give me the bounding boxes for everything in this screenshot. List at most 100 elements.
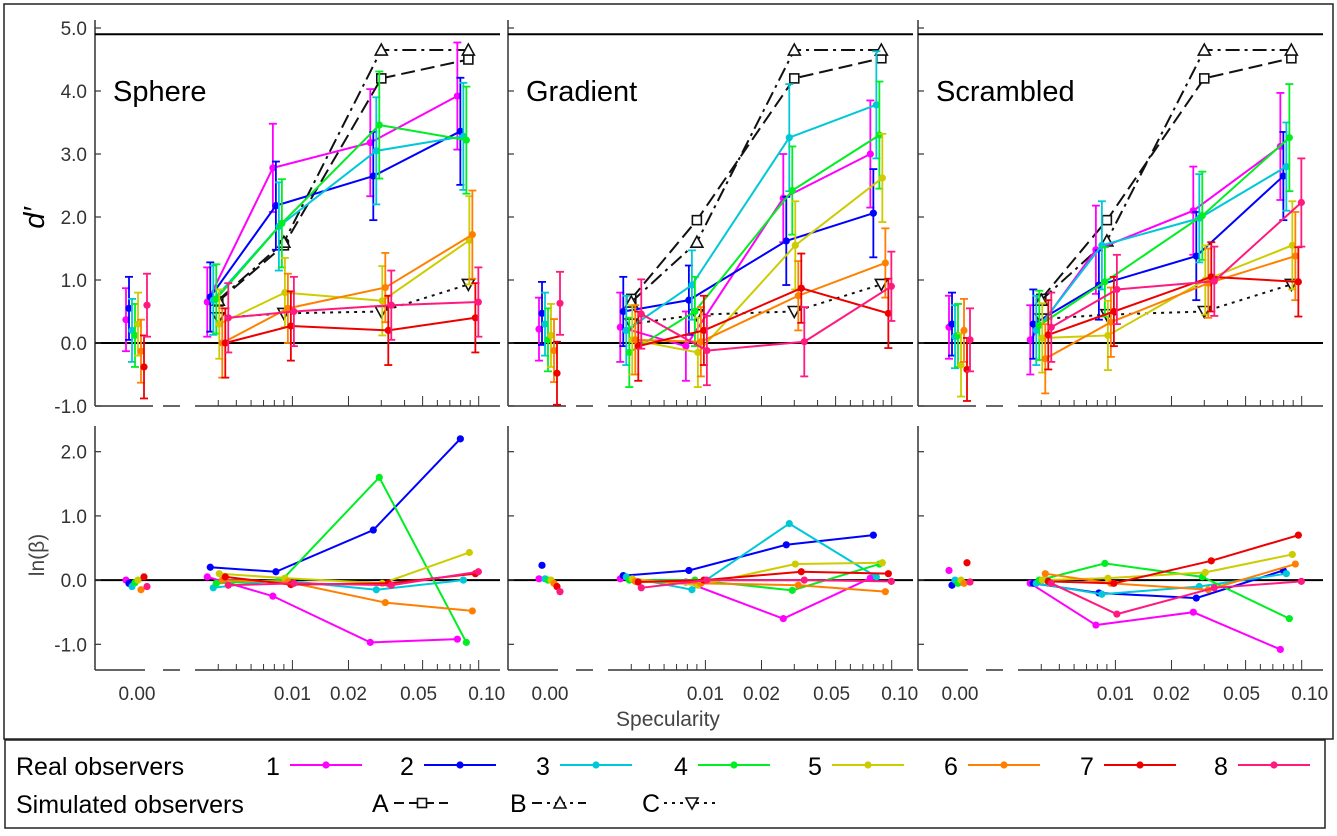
- sim-line-C: [1041, 283, 1292, 321]
- x-tick-label: 0.10: [468, 684, 505, 705]
- legend-real-label-1: 1: [266, 753, 280, 781]
- x-tick-label: 0.10: [881, 684, 918, 705]
- lnbeta-point-obs-3: [785, 520, 793, 528]
- dprime-line-obs-5: [632, 177, 883, 354]
- panel-gradient: 0.00 0.01 0.02 0.05 0.10 Gradient: [507, 20, 918, 705]
- lnbeta-point-obs-4: [375, 473, 383, 481]
- x-tick-label: 0.05: [1223, 684, 1260, 705]
- sim-marker-C: [210, 311, 226, 326]
- dprime-point-obs-3: [688, 281, 696, 289]
- lnbeta-point-obs-8: [800, 576, 808, 584]
- lnbeta-point-obs-1: [535, 575, 543, 583]
- sim-line-A: [630, 57, 882, 300]
- lnbeta-point-obs-4: [212, 579, 220, 587]
- lnbeta-point-obs-7: [634, 578, 642, 586]
- dprime-point-obs-8: [966, 336, 974, 344]
- y-tick-label-top: 1.0: [61, 271, 87, 292]
- y-axis-label-top: d′: [19, 206, 51, 229]
- dprime-point-obs-5: [1038, 334, 1046, 342]
- dprime-point-obs-4: [1035, 321, 1043, 329]
- legend-real-marker-1: [322, 761, 330, 769]
- lnbeta-point-obs-4: [1285, 615, 1293, 623]
- y-tick-label-top: 5.0: [61, 19, 87, 40]
- dprime-point-obs-7: [287, 322, 295, 330]
- lnbeta-point-obs-4: [462, 638, 470, 646]
- sim-marker-A: [463, 54, 474, 65]
- dprime-point-obs-6: [381, 283, 389, 292]
- dprime-point-obs-8: [887, 282, 895, 290]
- dprime-point-obs-1: [453, 92, 461, 100]
- lnbeta-point-obs-5: [791, 560, 799, 568]
- dprime-line-obs-7: [1047, 275, 1299, 336]
- panel-scrambled: 0.00 0.01 0.02 0.05 0.10 Scrambled: [917, 20, 1328, 705]
- lnbeta-point-obs-3: [372, 586, 380, 594]
- x-tick-label: 0.00: [532, 684, 569, 705]
- dprime-line-obs-4: [628, 134, 880, 354]
- dprime-line-obs-5: [1042, 244, 1293, 339]
- legend-real-marker-3: [592, 761, 600, 769]
- dprime-point-obs-6: [631, 336, 639, 344]
- lnbeta-point-obs-1: [1092, 621, 1100, 629]
- dprime-point-obs-1: [682, 342, 690, 350]
- dprime-point-obs-8: [387, 301, 395, 309]
- lnbeta-point-obs-8: [887, 577, 895, 585]
- y-tick-label-top: 3.0: [61, 145, 87, 166]
- lnbeta-point-obs-2: [206, 563, 214, 571]
- legend-sim-label-A: A: [372, 790, 389, 818]
- lnbeta-point-obs-3: [459, 576, 467, 584]
- dprime-point-obs-2: [1192, 252, 1200, 260]
- lnbeta-point-obs-7: [1110, 579, 1118, 587]
- dprime-point-obs-8: [800, 338, 808, 346]
- lnbeta-point-obs-1: [1276, 645, 1284, 654]
- legend-sim-marker-A: [416, 797, 428, 809]
- lnbeta-point-obs-7: [884, 570, 892, 578]
- dprime-line-obs-2: [1032, 175, 1285, 325]
- dprime-point-obs-1: [269, 164, 277, 172]
- dprime-point-obs-2: [125, 304, 133, 312]
- dprime-point-obs-7: [1044, 331, 1052, 339]
- dprime-line-obs-1: [1029, 145, 1281, 341]
- lnbeta-line-obs-8: [1050, 580, 1302, 616]
- legend-box: [4, 739, 1326, 829]
- lnbeta-point-obs-2: [272, 568, 280, 576]
- lnbeta-point-obs-8: [1210, 584, 1218, 592]
- dprime-point-obs-6: [137, 347, 145, 355]
- sim-marker-B: [461, 42, 476, 56]
- dprime-point-obs-2: [948, 320, 956, 328]
- dprime-line-obs-1: [206, 95, 458, 303]
- dprime-line-obs-8: [228, 301, 479, 319]
- dprime-point-obs-5: [878, 174, 886, 182]
- sim-marker-A: [788, 73, 800, 84]
- lnbeta-point-obs-8: [474, 568, 482, 576]
- lnbeta-point-obs-8: [556, 588, 564, 596]
- x-tick-label: 0.00: [942, 684, 979, 705]
- sim-marker-C: [786, 305, 802, 320]
- lnbeta-point-obs-8: [290, 579, 298, 587]
- lnbeta-point-obs-2: [1192, 594, 1200, 602]
- dprime-point-obs-4: [131, 331, 139, 340]
- dprime-line-obs-7: [225, 316, 476, 344]
- lnbeta-point-obs-3: [1282, 570, 1290, 578]
- legend-sim-marker-B: [552, 795, 568, 809]
- lnbeta-point-obs-8: [224, 581, 232, 589]
- x-tick-label: 0.02: [743, 684, 780, 705]
- lnbeta-line-obs-1: [206, 575, 458, 644]
- dprime-point-obs-2: [619, 307, 627, 316]
- dprime-point-obs-5: [1104, 331, 1112, 340]
- lnbeta-point-obs-5: [465, 548, 473, 557]
- legend-real-label-8: 8: [1214, 753, 1228, 781]
- lnbeta-point-obs-7: [140, 573, 148, 581]
- lnbeta-point-obs-6: [881, 588, 889, 596]
- y-tick-label-top: 4.0: [61, 82, 87, 103]
- dprime-point-obs-4: [1285, 134, 1293, 142]
- sim-marker-B: [1196, 42, 1212, 56]
- lnbeta-line-obs-8: [641, 579, 892, 589]
- lnbeta-point-obs-5: [878, 559, 886, 567]
- dprime-point-obs-1: [1026, 336, 1034, 344]
- dprime-point-obs-2: [869, 209, 877, 217]
- dprime-point-obs-4: [625, 348, 633, 357]
- panel-title: Gradient: [526, 76, 637, 108]
- lnbeta-point-obs-8: [637, 584, 645, 592]
- lnbeta-point-obs-8: [1297, 577, 1305, 585]
- sim-line-C: [218, 283, 469, 319]
